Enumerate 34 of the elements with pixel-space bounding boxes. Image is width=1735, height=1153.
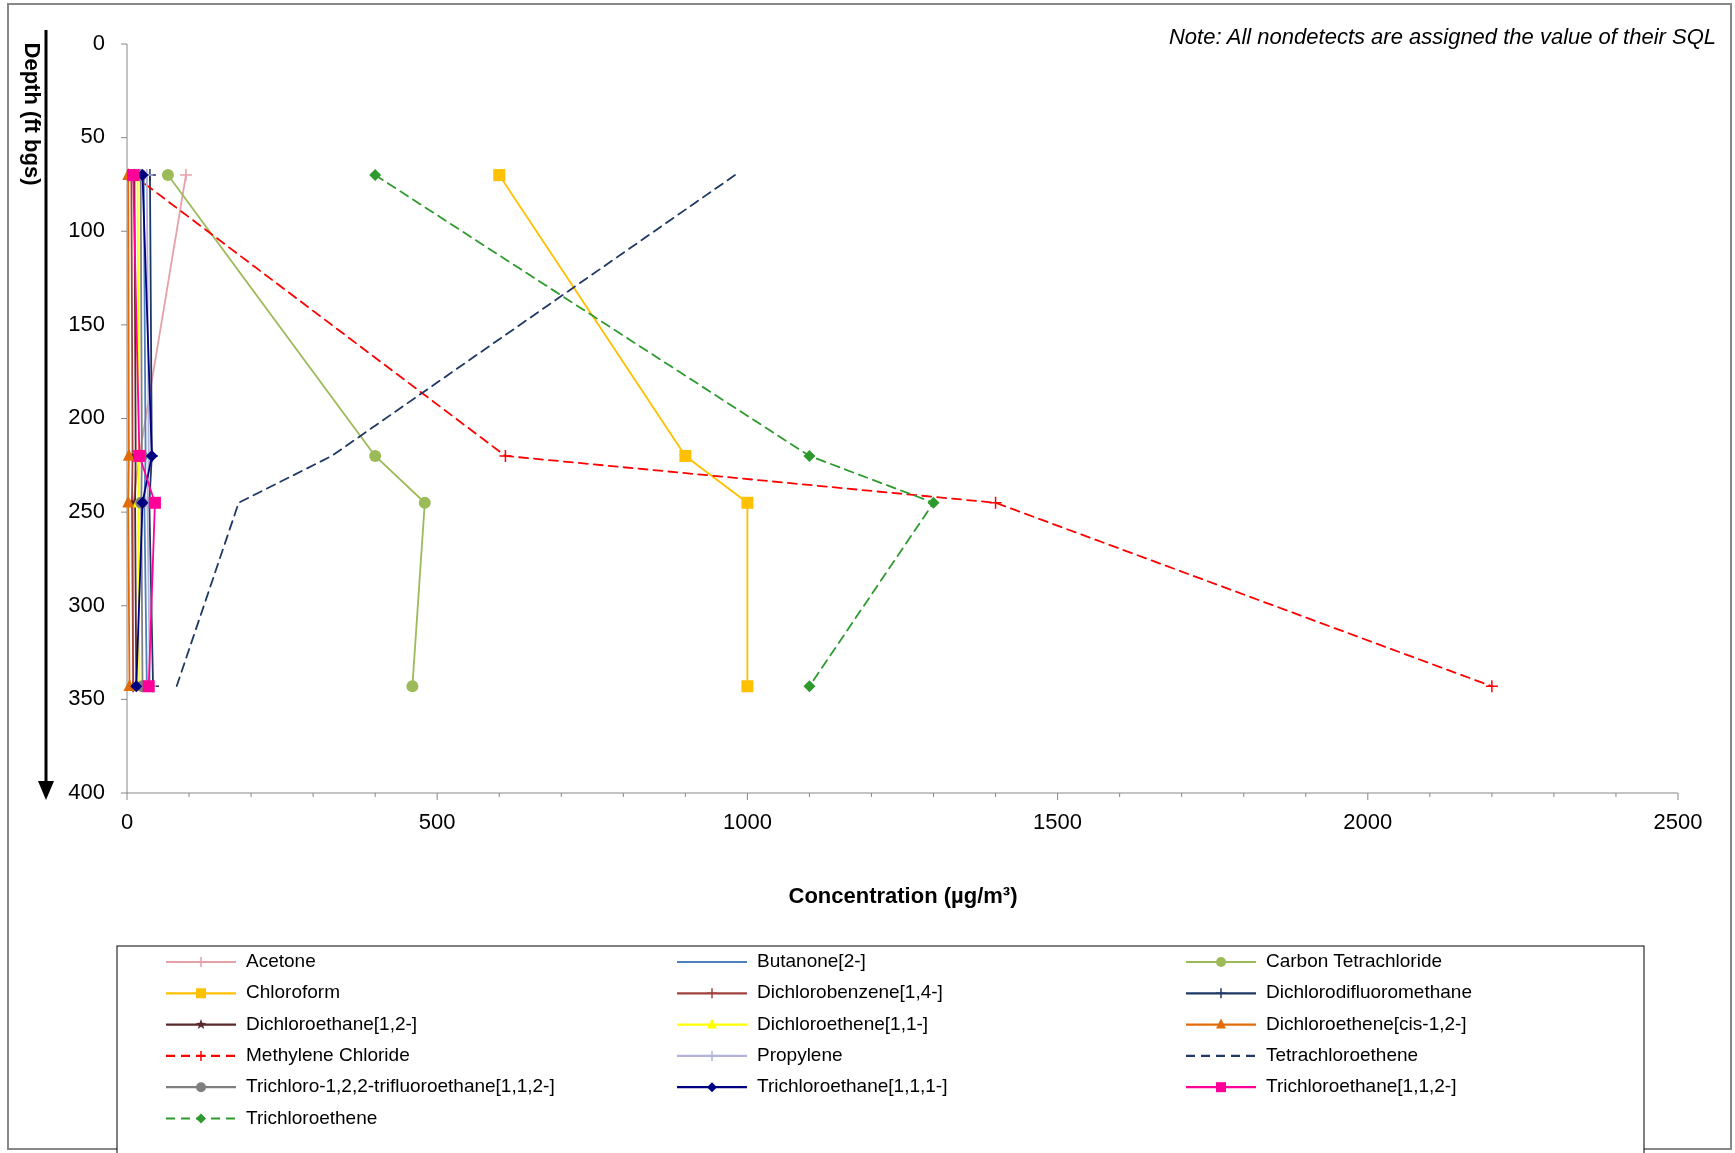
y-tick-label: 350 (68, 685, 105, 711)
legend-label: Carbon Tetrachloride (1266, 950, 1443, 972)
legend-label: Dichlorodifluoromethane (1266, 981, 1472, 1003)
y-tick-label: 200 (68, 404, 105, 430)
x-axis-title: Concentration (µg/m³) (788, 883, 1018, 908)
x-tick-label: 2500 (1653, 809, 1703, 834)
y-tick-label: 300 (68, 591, 105, 617)
y-tick-label: 150 (68, 310, 105, 336)
legend-label: Trichloroethene (246, 1106, 378, 1128)
x-tick-label: 500 (418, 809, 456, 834)
legend-label: Dichloroethene[1,1-] (757, 1012, 929, 1034)
y-tick-label: 50 (80, 123, 105, 149)
legend-label: Trichloroethane[1,1,1-] (757, 1075, 948, 1097)
x-tick-label: 2000 (1343, 809, 1393, 834)
y-tick-label: 400 (68, 778, 105, 804)
x-tick-label: 0 (120, 809, 134, 834)
legend-label: Trichloroethane[1,1,2-] (1266, 1075, 1457, 1097)
x-tick-label: 1500 (1033, 809, 1083, 834)
annotation: Note: All nondetects are assigned the value of their SQL (1168, 24, 1716, 49)
legend-label: Trichloro-1,2,2-trifluoroethane[1,1,2-] (246, 1075, 555, 1097)
x-tick-label: 1000 (722, 809, 772, 834)
y-tick-label: 250 (68, 497, 105, 523)
legend-label: Dichloroethane[1,2-] (246, 1012, 418, 1034)
legend-label: Butanone[2-] (757, 950, 866, 972)
legend-label: Dichloroethene[cis-1,2-] (1266, 1012, 1467, 1034)
y-axis-title: Depth (ft bgs) (20, 42, 45, 186)
legend-label: Propylene (757, 1043, 843, 1065)
y-tick-label: 100 (68, 217, 105, 243)
legend-label: Acetone (246, 950, 316, 972)
legend-label: Chloroform (246, 981, 340, 1003)
y-tick-label: 0 (92, 29, 105, 55)
legend-label: Dichlorobenzene[1,4-] (757, 981, 943, 1003)
legend-label: Methylene Chloride (246, 1043, 410, 1065)
legend-label: Tetrachloroethene (1266, 1043, 1419, 1065)
